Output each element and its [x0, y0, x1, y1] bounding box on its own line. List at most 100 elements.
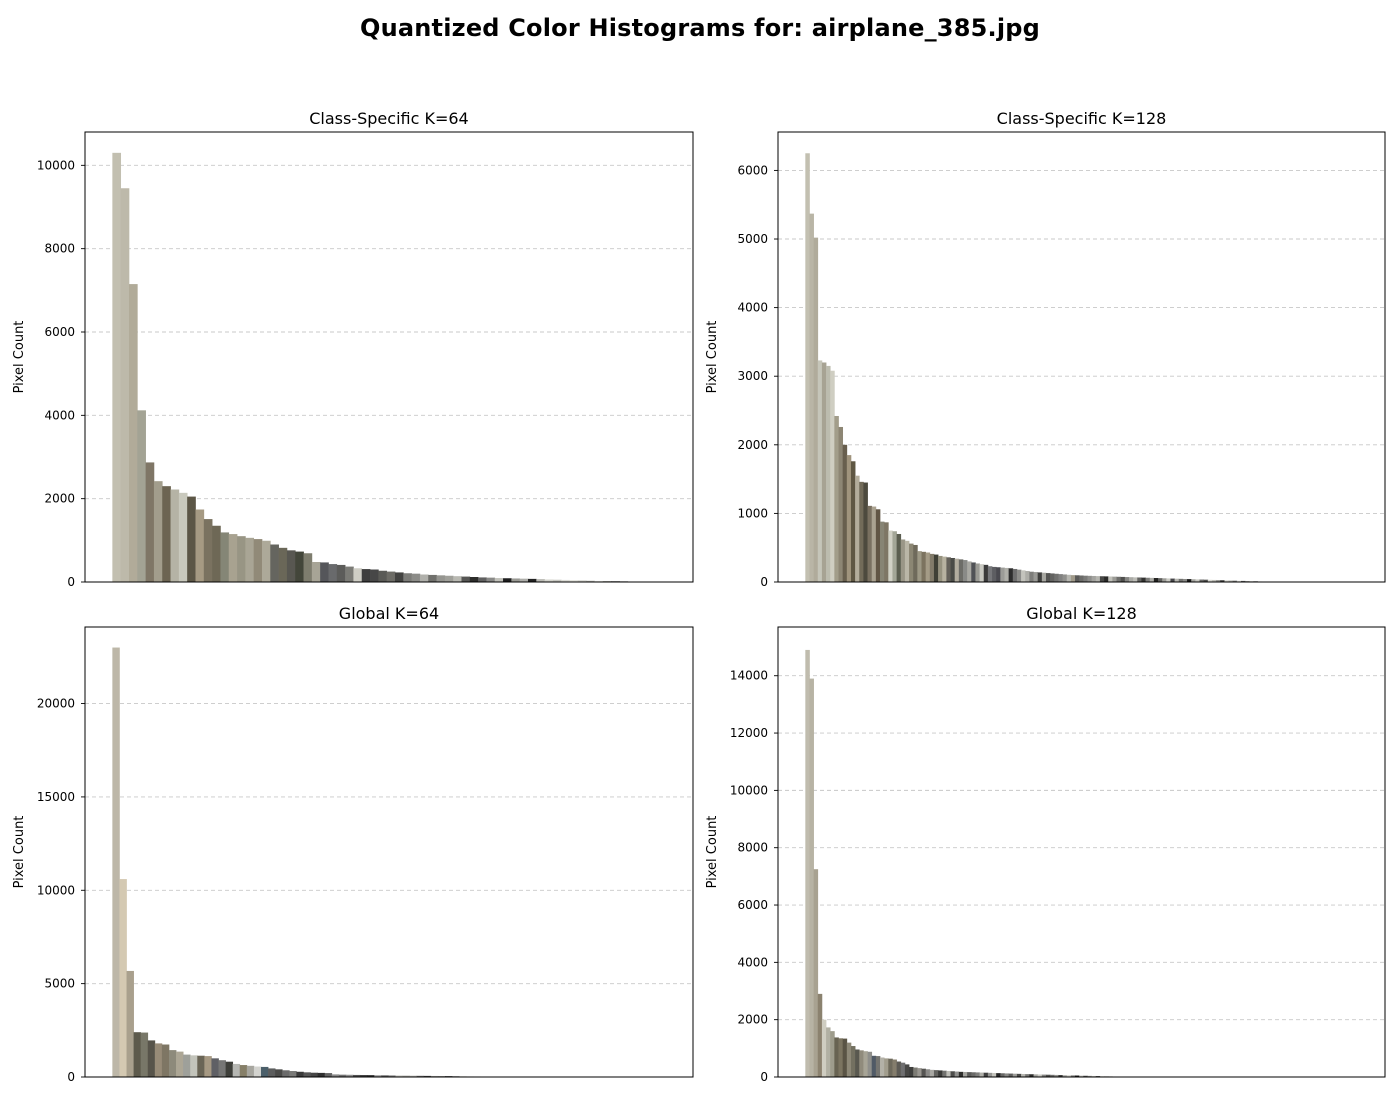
histogram-bar	[850, 1046, 856, 1077]
histogram-bar	[360, 1075, 368, 1077]
histogram-bar	[888, 1058, 893, 1077]
histogram-bar	[137, 410, 146, 582]
histogram-bar	[1058, 1075, 1063, 1077]
histogram-bar	[813, 237, 819, 582]
histogram-bar	[569, 580, 579, 583]
histogram-bar	[1000, 1073, 1005, 1077]
histogram-bar	[212, 525, 221, 582]
histogram-bar	[913, 544, 918, 582]
histogram-bar	[842, 444, 848, 582]
histogram-bar	[1195, 579, 1200, 582]
histogram-bar	[992, 1072, 997, 1077]
histogram-bar	[817, 993, 823, 1077]
histogram-bar	[311, 562, 321, 582]
histogram-bar	[967, 561, 972, 582]
histogram-bar	[1079, 1075, 1084, 1077]
histogram-bar	[187, 496, 196, 582]
histogram-bar	[1070, 1075, 1076, 1077]
histogram-bar	[871, 506, 877, 582]
histogram-bar	[519, 578, 529, 582]
histogram-bar	[954, 1071, 960, 1077]
histogram-bar	[1037, 1074, 1043, 1077]
histogram-bar	[253, 539, 263, 582]
plot-frame	[84, 626, 694, 1078]
histogram-bar	[1000, 567, 1005, 582]
histogram-bar	[203, 519, 213, 582]
histogram-bar	[817, 360, 823, 582]
histogram-bar	[929, 553, 935, 583]
histogram-bar	[1041, 1074, 1047, 1077]
y-tick-label: 3000	[737, 369, 768, 383]
histogram-bar	[938, 1070, 943, 1077]
histogram-bar	[942, 556, 947, 582]
histogram-bar	[381, 1075, 389, 1077]
histogram-bar	[270, 544, 279, 582]
histogram-bar	[805, 649, 810, 1077]
histogram-bar	[1066, 1075, 1072, 1077]
histogram-bar	[478, 577, 487, 582]
y-tick-label: 5000	[737, 232, 768, 246]
histogram-bar	[1203, 579, 1209, 582]
histogram-bar	[1216, 580, 1221, 582]
histogram-bar	[1158, 578, 1163, 582]
histogram-bar	[1241, 580, 1246, 582]
histogram-bar	[925, 1069, 931, 1077]
histogram-bar	[128, 284, 138, 582]
histogram-bar	[875, 509, 881, 582]
histogram-bar	[1033, 572, 1039, 582]
histogram-bar	[303, 553, 313, 582]
histogram-bar	[1149, 577, 1155, 582]
histogram-bar	[331, 1074, 340, 1077]
histogram-bar	[805, 153, 810, 582]
histogram-bar	[863, 1051, 868, 1077]
histogram-bar	[975, 1072, 980, 1077]
histogram-bar	[1062, 1075, 1068, 1077]
histogram-bar	[336, 564, 346, 582]
histogram-bar	[453, 576, 462, 582]
histogram-bar	[183, 1054, 191, 1077]
histogram-bar	[967, 1072, 972, 1077]
histogram-bar	[370, 569, 379, 582]
histogram-bar	[900, 539, 906, 582]
histogram-bar	[1187, 579, 1192, 582]
figure-title: Quantized Color Histograms for: airplane…	[359, 14, 1041, 42]
histogram-bar	[197, 1055, 205, 1077]
histogram-bar	[237, 536, 246, 582]
histogram-bar	[904, 1064, 910, 1077]
histogram-bar	[958, 1071, 964, 1077]
histogram-bar	[1153, 578, 1159, 582]
histogram-bar	[386, 571, 396, 582]
histogram-bar	[1008, 568, 1014, 582]
histogram-bar	[950, 1071, 956, 1077]
histogram-bar	[826, 1027, 831, 1077]
y-tick-label: 10000	[730, 783, 768, 797]
histogram-bar	[1025, 1074, 1030, 1077]
histogram-bar	[436, 575, 446, 582]
histogram-bar	[220, 532, 230, 582]
histogram-bar	[1141, 577, 1146, 582]
histogram-bar	[1199, 579, 1205, 582]
histogram-bar	[842, 1038, 848, 1077]
histogram-bar	[430, 1075, 439, 1077]
histogram-bar	[838, 1038, 844, 1077]
histogram-bar	[378, 570, 388, 582]
histogram-bar	[942, 1070, 947, 1077]
histogram-bar	[1170, 578, 1175, 582]
histogram-bar	[232, 1063, 241, 1077]
histogram-bar	[486, 577, 496, 583]
histogram-bar	[1211, 579, 1217, 582]
histogram-bar	[1095, 576, 1101, 582]
histogram-bar	[946, 557, 951, 582]
histogram-bar	[962, 1071, 968, 1077]
histogram-bar	[289, 1071, 297, 1077]
histogram-bar	[310, 1072, 318, 1077]
histogram-bar	[178, 492, 188, 582]
histogram-bar	[361, 569, 371, 582]
histogram-bar	[859, 481, 864, 582]
y-tick-label: 4000	[44, 408, 75, 422]
histogram-bar	[1191, 579, 1196, 582]
histogram-bar	[996, 1073, 1001, 1077]
chart-panel-1: 0 2000 4000 6000 8000 10000 Class-Specific K=6…	[12, 109, 694, 589]
histogram-bar	[126, 970, 134, 1077]
histogram-bar	[119, 879, 127, 1077]
